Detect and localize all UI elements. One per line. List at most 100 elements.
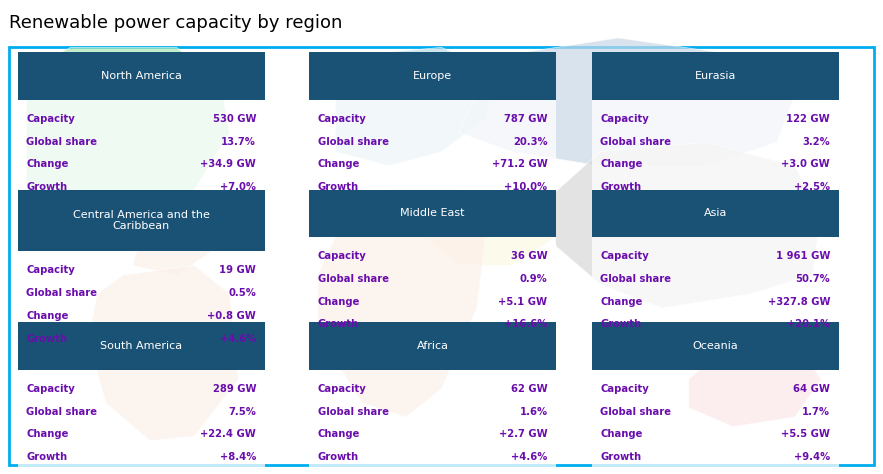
Text: Central America and the
Caribbean: Central America and the Caribbean (72, 210, 210, 231)
Text: North America: North America (101, 71, 182, 81)
Text: Capacity: Capacity (318, 114, 366, 124)
Text: 787 GW: 787 GW (504, 114, 547, 124)
Text: Change: Change (600, 297, 643, 307)
Polygon shape (336, 47, 494, 166)
FancyBboxPatch shape (592, 370, 839, 469)
Text: Capacity: Capacity (26, 265, 75, 275)
FancyBboxPatch shape (309, 100, 556, 199)
FancyBboxPatch shape (309, 52, 556, 100)
Text: +16.6%: +16.6% (504, 319, 547, 329)
Text: 530 GW: 530 GW (213, 114, 256, 124)
Text: Capacity: Capacity (600, 251, 649, 261)
Text: Change: Change (600, 429, 643, 439)
Text: Middle East: Middle East (400, 208, 465, 219)
FancyBboxPatch shape (309, 237, 556, 337)
Text: Capacity: Capacity (600, 114, 649, 124)
Text: Global share: Global share (600, 137, 671, 146)
FancyBboxPatch shape (18, 100, 265, 199)
Polygon shape (689, 341, 821, 427)
Text: Change: Change (318, 159, 360, 169)
Text: South America: South America (100, 341, 183, 351)
Text: +22.4 GW: +22.4 GW (200, 429, 256, 439)
Text: 36 GW: 36 GW (511, 251, 547, 261)
FancyBboxPatch shape (18, 52, 265, 100)
Polygon shape (547, 142, 821, 308)
Text: 0.9%: 0.9% (520, 274, 547, 284)
Text: Change: Change (318, 429, 360, 439)
Text: +5.1 GW: +5.1 GW (499, 297, 547, 307)
FancyBboxPatch shape (9, 47, 874, 465)
FancyBboxPatch shape (18, 190, 265, 251)
Text: Growth: Growth (318, 182, 359, 192)
Text: 3.2%: 3.2% (803, 137, 830, 146)
FancyBboxPatch shape (592, 100, 839, 199)
FancyBboxPatch shape (18, 370, 265, 469)
Text: Growth: Growth (600, 319, 642, 329)
Text: +20.1%: +20.1% (787, 319, 830, 329)
Text: 1.7%: 1.7% (802, 407, 830, 417)
Text: Eurasia: Eurasia (695, 71, 736, 81)
Polygon shape (424, 190, 556, 265)
Text: +2.5%: +2.5% (794, 182, 830, 192)
Text: Capacity: Capacity (26, 114, 75, 124)
Text: 289 GW: 289 GW (213, 384, 256, 394)
Polygon shape (318, 190, 486, 417)
FancyBboxPatch shape (592, 52, 839, 100)
FancyBboxPatch shape (592, 190, 839, 237)
FancyBboxPatch shape (309, 190, 556, 237)
Text: Capacity: Capacity (26, 384, 75, 394)
Text: +4.6%: +4.6% (220, 334, 256, 344)
Text: Change: Change (26, 159, 69, 169)
Text: 1 961 GW: 1 961 GW (775, 251, 830, 261)
Text: Asia: Asia (704, 208, 727, 219)
Text: Capacity: Capacity (318, 384, 366, 394)
Text: Growth: Growth (26, 452, 68, 462)
Text: +8.4%: +8.4% (220, 452, 256, 462)
Polygon shape (132, 228, 212, 275)
Text: Global share: Global share (26, 407, 97, 417)
Text: 0.5%: 0.5% (228, 288, 256, 298)
Text: Africa: Africa (417, 341, 449, 351)
Text: Global share: Global share (318, 407, 389, 417)
Polygon shape (459, 38, 795, 166)
FancyBboxPatch shape (592, 322, 839, 370)
Text: 7.5%: 7.5% (228, 407, 256, 417)
Text: +9.4%: +9.4% (794, 452, 830, 462)
Text: +0.8 GW: +0.8 GW (208, 311, 256, 321)
Text: +327.8 GW: +327.8 GW (767, 297, 830, 307)
Text: Change: Change (600, 159, 643, 169)
Text: +10.0%: +10.0% (504, 182, 547, 192)
Text: 50.7%: 50.7% (796, 274, 830, 284)
Text: Growth: Growth (600, 182, 642, 192)
Text: 20.3%: 20.3% (513, 137, 547, 146)
Text: Growth: Growth (318, 452, 359, 462)
Text: Global share: Global share (26, 137, 97, 146)
Text: Change: Change (26, 311, 69, 321)
Text: 64 GW: 64 GW (793, 384, 830, 394)
Text: Global share: Global share (600, 274, 671, 284)
Text: 62 GW: 62 GW (511, 384, 547, 394)
Text: Growth: Growth (600, 452, 642, 462)
Text: Global share: Global share (318, 274, 389, 284)
Text: 13.7%: 13.7% (222, 137, 256, 146)
Text: Growth: Growth (318, 319, 359, 329)
Text: Global share: Global share (600, 407, 671, 417)
Text: +3.0 GW: +3.0 GW (781, 159, 830, 169)
FancyBboxPatch shape (592, 237, 839, 337)
Text: Growth: Growth (26, 182, 68, 192)
FancyBboxPatch shape (309, 370, 556, 469)
Text: 1.6%: 1.6% (519, 407, 547, 417)
Text: Capacity: Capacity (600, 384, 649, 394)
Polygon shape (26, 47, 230, 237)
FancyBboxPatch shape (309, 322, 556, 370)
Text: +7.0%: +7.0% (220, 182, 256, 192)
Text: +5.5 GW: +5.5 GW (781, 429, 830, 439)
FancyBboxPatch shape (18, 251, 265, 351)
Text: 122 GW: 122 GW (787, 114, 830, 124)
Text: Global share: Global share (26, 288, 97, 298)
Text: Change: Change (26, 429, 69, 439)
Text: Growth: Growth (26, 334, 68, 344)
Text: +71.2 GW: +71.2 GW (492, 159, 547, 169)
Text: Oceania: Oceania (692, 341, 738, 351)
Polygon shape (88, 265, 238, 441)
